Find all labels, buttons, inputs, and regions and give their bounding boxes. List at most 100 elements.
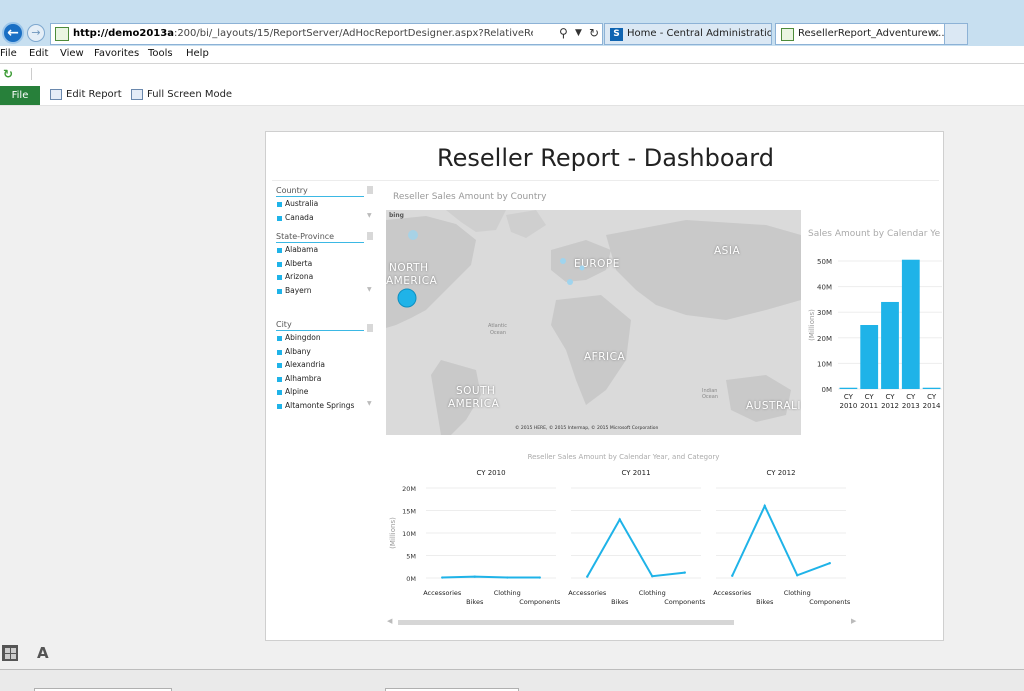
menu-view[interactable]: View — [60, 48, 84, 59]
map-bubble-canada[interactable] — [408, 230, 418, 240]
scrollbar[interactable]: ▼ — [366, 186, 374, 228]
data-point[interactable] — [796, 574, 799, 577]
map-bubble-germany[interactable] — [579, 265, 585, 271]
slicer-item-alberta[interactable]: Alberta — [276, 257, 372, 271]
bar-chart-title: Sales Amount by Calendar Ye — [808, 229, 941, 239]
data-point[interactable] — [683, 571, 686, 574]
slicer-item-canada[interactable]: Canada — [276, 211, 372, 225]
search-icon[interactable]: ⚲ — [559, 26, 568, 40]
full-screen-icon — [131, 89, 143, 100]
address-host: http://demo2013a — [73, 28, 174, 39]
chevron-down-icon[interactable]: ▼ — [575, 28, 582, 38]
data-point[interactable] — [473, 575, 476, 578]
panel-title: CY 2010 — [476, 469, 505, 477]
tab-label: Home - Central Administration — [627, 28, 772, 39]
layout-icon[interactable] — [2, 645, 18, 661]
map-ocean-label: Ocean — [490, 330, 506, 336]
data-point[interactable] — [651, 575, 654, 578]
y-tick-label: 10M — [817, 360, 832, 368]
map-title: Reseller Sales Amount by Country — [393, 192, 547, 202]
menu-help[interactable]: Help — [186, 48, 209, 59]
y-tick-label: 0M — [822, 386, 833, 394]
data-point[interactable] — [538, 576, 541, 579]
map-label: NORTH — [389, 262, 429, 274]
back-arrow-icon[interactable]: ← — [2, 22, 24, 44]
text-icon[interactable]: A — [37, 644, 49, 662]
scrollbar[interactable]: ▼ — [366, 232, 374, 302]
slicer-item-abingdon[interactable]: Abingdon — [276, 331, 372, 345]
data-point[interactable] — [731, 574, 734, 577]
slicer-item-alexandria[interactable]: Alexandria — [276, 358, 372, 372]
world-map[interactable]: bing NORTH AMERICA EUROPE ASIA AFRICA SO… — [386, 210, 801, 435]
map-bubble-france[interactable] — [567, 279, 573, 285]
map-label: EUROPE — [574, 258, 620, 270]
bing-logo: bing — [389, 212, 404, 219]
data-point[interactable] — [763, 504, 766, 508]
bar-chart[interactable]: 0M10M20M30M40M50M(Millions)CY2010CY2011C… — [796, 244, 944, 429]
slicer-item-alhambra[interactable]: Alhambra — [276, 372, 372, 386]
slicer-item-altamonte-springs[interactable]: Altamonte Springs — [276, 399, 372, 413]
x-tick-label: 2012 — [881, 402, 899, 410]
refresh-icon[interactable]: ↻ — [589, 26, 600, 40]
address-url[interactable]: http://demo2013a:200/bi/_layouts/15/Repo… — [73, 28, 533, 39]
close-icon[interactable]: ✕ — [930, 27, 940, 40]
state-province-slicer[interactable]: State-Province Alabama Alberta Arizona B… — [276, 232, 374, 302]
menu-tools[interactable]: Tools — [148, 48, 173, 59]
map-bubble-united-states[interactable] — [397, 288, 417, 308]
country-slicer[interactable]: Country Australia Canada ▼ — [276, 186, 374, 228]
horizontal-scrollbar[interactable]: ◀ ▶ — [387, 617, 857, 625]
slicer-item-bayern[interactable]: Bayern — [276, 284, 372, 298]
chevron-right-icon[interactable]: ▶ — [851, 617, 857, 625]
map-label: AFRICA — [584, 351, 626, 363]
bar[interactable] — [881, 301, 899, 389]
series-line[interactable] — [586, 517, 685, 578]
x-tick-label: CY — [927, 393, 937, 401]
refresh-icon[interactable]: ↻ — [3, 67, 14, 81]
menu-favorites[interactable]: Favorites — [94, 48, 140, 59]
series-line[interactable] — [731, 503, 831, 577]
slicer-header: City — [276, 320, 364, 331]
tab-reseller-report[interactable]: ResellerReport_Adventurew... ✕ — [775, 23, 945, 45]
address-path: :200/bi/_layouts/15/ReportServer/AdHocRe… — [173, 28, 533, 39]
scrollbar[interactable]: ▼ — [366, 320, 374, 416]
x-tick-label: Bikes — [756, 598, 774, 606]
y-tick-label: 40M — [817, 284, 832, 292]
data-point[interactable] — [586, 575, 589, 578]
line-chart[interactable]: 0M 5M 10M 15M 20M (Millions) CY 2010 Accessorie… — [386, 462, 866, 617]
file-button[interactable]: File — [0, 86, 40, 105]
slicer-item-albany[interactable]: Albany — [276, 345, 372, 359]
bar[interactable] — [860, 325, 879, 389]
slicer-item-arizona[interactable]: Arizona — [276, 270, 372, 284]
slicer-item-alabama[interactable]: Alabama — [276, 243, 372, 257]
data-point[interactable] — [506, 576, 509, 579]
slicer-item-australia[interactable]: Australia — [276, 197, 372, 211]
data-point[interactable] — [828, 561, 831, 565]
menu-file[interactable]: File — [0, 48, 17, 59]
new-tab-button[interactable] — [945, 23, 968, 45]
chevron-left-icon[interactable]: ◀ — [387, 617, 393, 625]
sharepoint-icon: S — [610, 28, 623, 41]
edit-report-button[interactable]: Edit Report — [50, 89, 122, 100]
bar[interactable] — [839, 387, 858, 389]
address-bar[interactable]: http://demo2013a:200/bi/_layouts/15/Repo… — [50, 23, 603, 45]
forward-arrow-icon[interactable]: → — [27, 24, 45, 42]
report-canvas: Reseller Report - Dashboard Country Aust… — [265, 131, 944, 641]
bar[interactable] — [922, 387, 941, 389]
data-point[interactable] — [618, 518, 621, 521]
city-slicer[interactable]: City Abingdon Albany Alexandria Alhambra… — [276, 320, 374, 416]
y-axis-label: (Millions) — [808, 309, 816, 341]
edit-report-icon — [50, 89, 62, 100]
y-tick-label: 50M — [817, 258, 832, 266]
edit-report-label: Edit Report — [66, 89, 122, 100]
slicer-item-alpine[interactable]: Alpine — [276, 385, 372, 399]
menu-edit[interactable]: Edit — [29, 48, 49, 59]
bar[interactable] — [901, 259, 920, 389]
full-screen-button[interactable]: Full Screen Mode — [131, 89, 232, 100]
map-ocean-label: Indian — [702, 388, 718, 394]
divider — [272, 180, 939, 181]
series-line[interactable] — [442, 575, 540, 579]
data-point[interactable] — [441, 576, 444, 579]
tab-home-central-admin[interactable]: S Home - Central Administration — [604, 23, 772, 45]
scrollbar-thumb[interactable] — [398, 620, 734, 625]
map-bubble-united-kingdom[interactable] — [560, 258, 566, 264]
